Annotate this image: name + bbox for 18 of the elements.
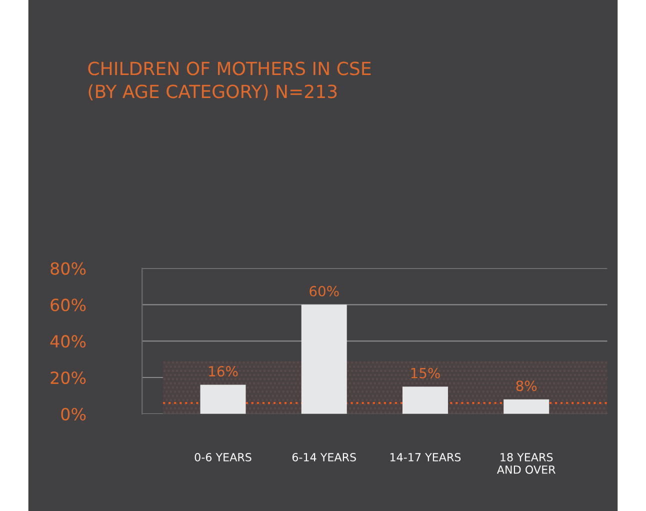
x-tick-label: 0-6 YEARS: [194, 452, 252, 462]
bar: [301, 304, 347, 414]
y-tick-label: 40%: [50, 335, 86, 348]
x-tick-label: 6-14 YEARS: [292, 452, 356, 462]
data-label: 16%: [209, 366, 238, 377]
y-tick-label: 0%: [61, 408, 86, 420]
bar: [200, 384, 246, 414]
y-tick-label: 80%: [50, 262, 86, 275]
y-tick-label: 20%: [50, 371, 86, 384]
data-label: 8%: [516, 380, 537, 392]
bar: [402, 386, 448, 414]
x-tick-label: 18 YEARS AND OVER: [496, 452, 556, 474]
data-label: 15%: [411, 368, 440, 378]
chart-title: CHILDREN OF MOTHERS IN CSE (BY AGE CATEGORY) N=213: [88, 62, 371, 100]
y-tick-label: 60%: [50, 298, 86, 312]
x-tick-label: 14-17 YEARS: [390, 452, 461, 462]
data-label: 60%: [310, 286, 339, 296]
bar: [504, 399, 550, 414]
